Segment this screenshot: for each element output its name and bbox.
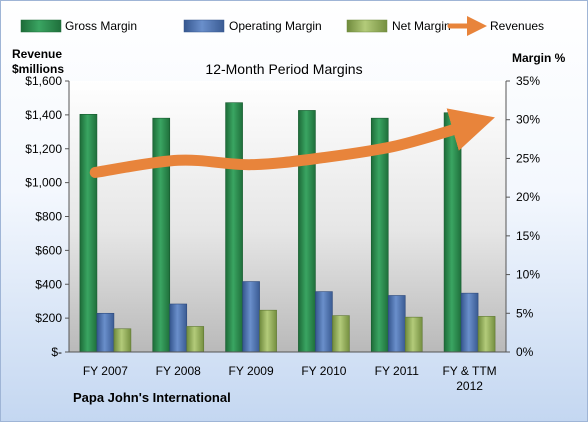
category-label: FY 2009 [229,364,274,378]
legend-item-net-margin: Net Margin [346,19,451,33]
bar-net-margin [113,328,132,353]
right-tick-label: 15% [516,229,540,243]
category-label: FY 2008 [156,364,201,378]
left-tick-label: $600 [35,243,62,257]
left-tick-label: $400 [35,277,62,291]
left-tick-label: $1,000 [25,176,62,190]
legend-swatch-net [346,19,388,33]
left-tick-label: $1,600 [25,74,62,88]
bar-gross-margin [152,117,171,353]
bar-net-margin [477,316,496,353]
category-label: FY 2010 [301,364,346,378]
bar-net-margin [186,326,205,353]
bar-gross-margin [443,112,462,353]
legend-label-revenues: Revenues [490,19,544,33]
right-tick-label: 25% [516,151,540,165]
legend-item-revenues: Revenues [447,16,544,36]
legend-swatch-gross [20,19,62,33]
right-tick-label: 20% [516,190,540,204]
legend-label-net: Net Margin [392,19,451,33]
revenue-line [89,108,495,178]
bar-gross-margin [79,113,98,353]
right-tick-label: 35% [516,74,540,88]
plot-area [69,81,506,352]
right-tick-label: 5% [516,306,534,320]
category-label: FY 2011 [375,364,420,378]
right-axis-title: Margin % [512,51,566,65]
bar-net-margin [259,309,277,353]
bar-operating-margin [460,292,479,353]
chart-title: 12-Month Period Margins [205,61,362,77]
left-tick-label: $- [51,345,62,359]
bar-operating-margin [169,303,188,353]
left-axis-title-line1: Revenue [12,47,62,61]
bar-operating-margin [387,295,406,353]
left-axis-title-line2: $millions [12,62,64,76]
legend-label-gross: Gross Margin [65,19,137,33]
legend: Gross Margin Operating Margin Net Margin… [20,16,544,36]
bar-operating-margin [315,291,333,353]
right-tick-label: 30% [516,113,540,127]
right-tick-label: 0% [516,345,534,359]
category-label: 2012 [456,379,483,393]
bar-net-margin [404,316,423,353]
left-tick-label: $1,400 [25,108,62,122]
left-tick-label: $200 [35,311,62,325]
category-label: FY & TTM [442,364,496,378]
legend-label-operating: Operating Margin [229,19,322,33]
category-label: FY 2007 [83,364,128,378]
legend-swatch-operating [183,19,225,33]
bar-net-margin [332,315,350,353]
company-name: Papa John's International [73,390,231,405]
legend-item-operating-margin: Operating Margin [183,19,322,33]
right-tick-label: 10% [516,268,540,282]
bar-gross-margin [298,110,316,353]
chart-marks: $- $200 $400 $600 $800 $1,000 $1,200 $1,400 $1,6… [25,74,540,393]
bar-gross-margin [225,102,243,353]
bar-operating-margin [242,281,260,353]
bar-operating-margin [96,312,115,353]
legend-item-gross-margin: Gross Margin [20,19,137,33]
left-tick-label: $1,200 [25,142,62,156]
left-tick-label: $800 [35,210,62,224]
